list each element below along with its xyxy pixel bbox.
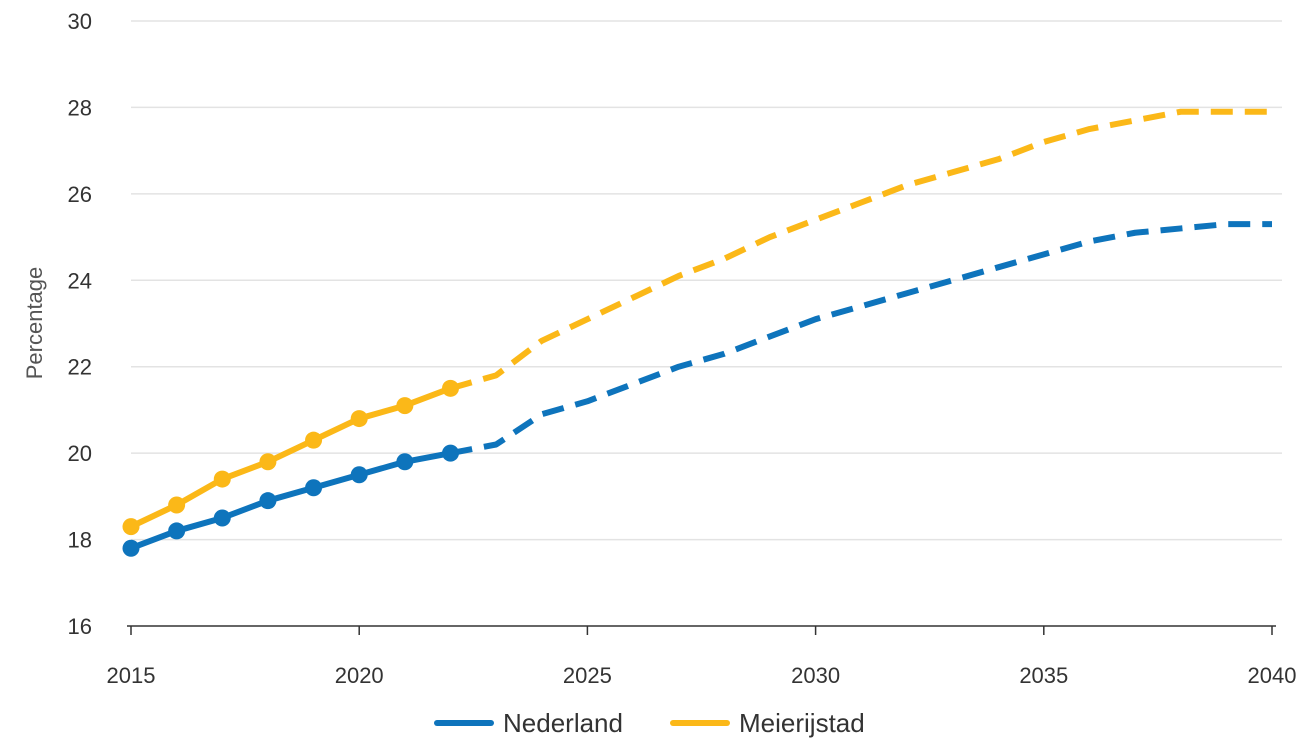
data-point-meierijstad-2015 (122, 518, 140, 536)
y-tick-label-24: 24 (68, 268, 92, 293)
data-point-meierijstad-2016 (168, 496, 186, 514)
data-point-nederland-2016 (168, 522, 186, 540)
forecast-line-nederland (449, 221, 1272, 457)
data-point-meierijstad-2018 (259, 453, 277, 471)
y-tick-label-16: 16 (68, 614, 92, 639)
legend: Nederland Meierijstad (434, 708, 865, 738)
data-point-nederland-2018 (259, 492, 277, 510)
data-point-meierijstad-2020 (350, 410, 368, 428)
x-tick-label-2020: 2020 (335, 663, 384, 688)
y-tick-label-20: 20 (68, 441, 92, 466)
data-point-nederland-2017 (213, 509, 231, 527)
legend-item-nederland: Nederland (434, 708, 623, 738)
y-tick-label-30: 30 (68, 9, 92, 34)
legend-label-meierijstad: Meierijstad (739, 708, 865, 738)
x-tick-label-2040: 2040 (1248, 663, 1297, 688)
data-point-nederland-2015 (122, 539, 140, 557)
axes: 16 18 20 22 24 26 28 30 2015 2020 2025 2030 2035 2040 (68, 9, 1297, 688)
data-point-meierijstad-2019 (305, 431, 323, 449)
gridlines (131, 20, 1282, 541)
data-point-meierijstad-2022 (441, 379, 459, 397)
data-point-nederland-2021 (396, 453, 414, 471)
x-tick-label-2035: 2035 (1019, 663, 1068, 688)
y-axis-title: Percentage (22, 267, 47, 380)
series-meierijstad (122, 108, 1272, 536)
forecast-line-meierijstad (449, 108, 1272, 392)
data-point-nederland-2019 (305, 479, 323, 497)
data-point-nederland-2022 (441, 444, 459, 462)
series-lines (122, 108, 1272, 557)
y-tick-label-26: 26 (68, 182, 92, 207)
legend-label-nederland: Nederland (503, 708, 623, 738)
x-tick-label-2015: 2015 (107, 663, 156, 688)
legend-item-meierijstad: Meierijstad (670, 708, 865, 738)
data-point-meierijstad-2017 (213, 470, 231, 488)
data-point-meierijstad-2021 (396, 397, 414, 415)
data-point-nederland-2020 (350, 466, 368, 484)
y-tick-label-28: 28 (68, 95, 92, 120)
x-tick-label-2025: 2025 (563, 663, 612, 688)
y-tick-label-22: 22 (68, 355, 92, 380)
x-tick-label-2030: 2030 (791, 663, 840, 688)
y-tick-label-18: 18 (68, 528, 92, 553)
series-nederland (122, 221, 1272, 557)
